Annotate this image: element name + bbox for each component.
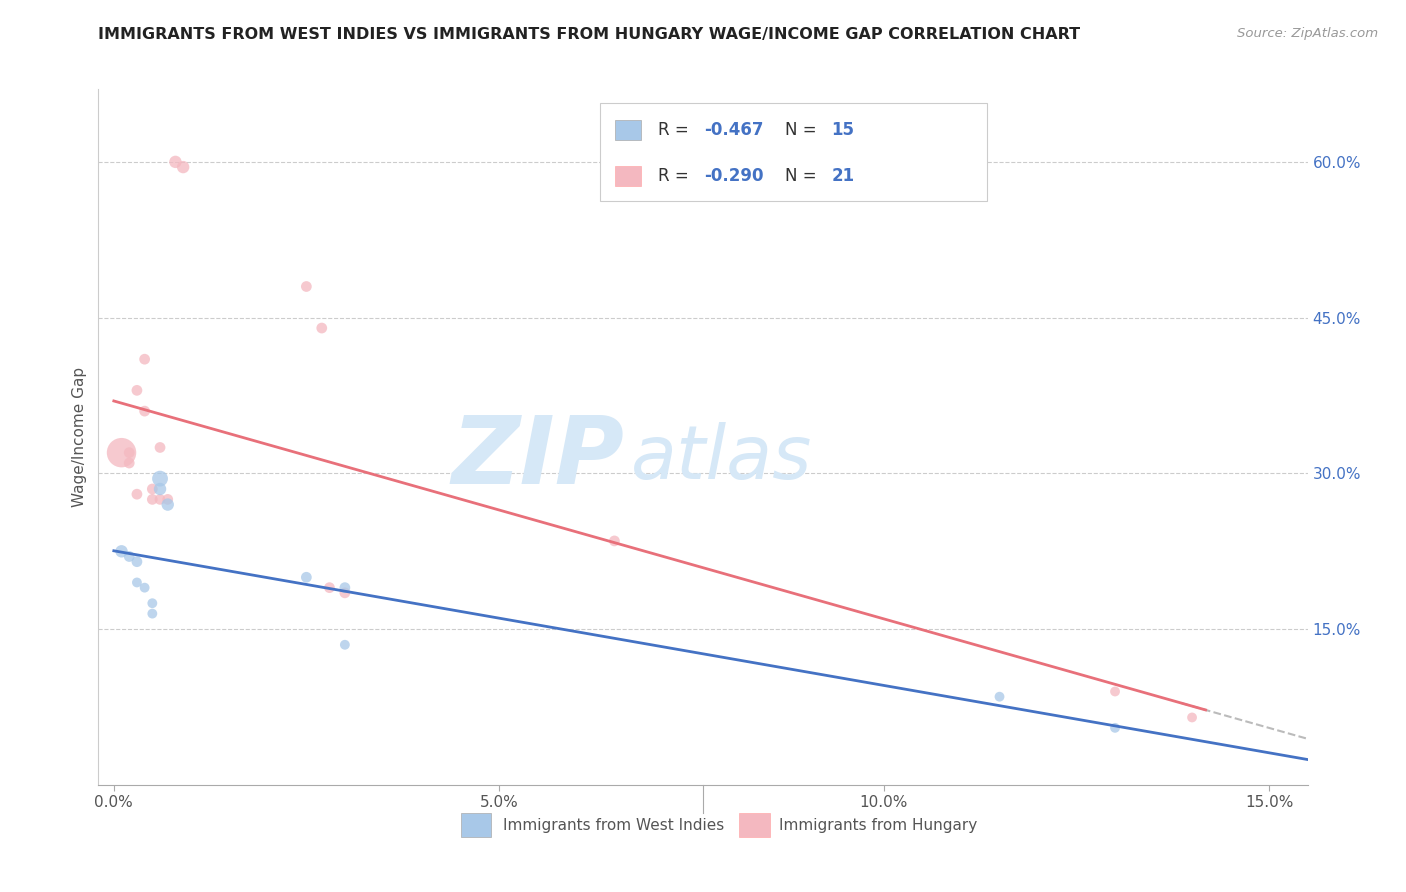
Point [110,445,132,459]
Text: N =: N = [785,121,823,139]
Point [118,549,141,564]
Point [149,472,172,486]
Point [318,581,340,595]
Point [1104,721,1126,735]
Text: 21: 21 [831,167,855,185]
Point [988,690,1011,704]
Bar [461,813,492,837]
Text: Immigrants from West Indies: Immigrants from West Indies [503,818,724,833]
Text: ZIP: ZIP [451,412,624,504]
Point [125,384,148,398]
Point [156,492,179,507]
Point [333,586,356,600]
Point [149,492,172,507]
Point [118,445,141,459]
Point [134,404,156,418]
Text: Source: ZipAtlas.com: Source: ZipAtlas.com [1237,27,1378,40]
Point [1104,684,1126,698]
Text: R =: R = [658,121,695,139]
Point [141,607,163,621]
Point [333,638,356,652]
Y-axis label: Wage/Income Gap: Wage/Income Gap [72,367,87,508]
Bar [740,813,769,837]
Bar [614,120,641,140]
FancyBboxPatch shape [600,103,987,201]
Text: IMMIGRANTS FROM WEST INDIES VS IMMIGRANTS FROM HUNGARY WAGE/INCOME GAP CORRELATI: IMMIGRANTS FROM WEST INDIES VS IMMIGRANT… [98,27,1081,42]
Point [125,555,148,569]
Point [156,498,179,512]
Bar [614,166,641,186]
Point [110,544,132,558]
Point [172,160,194,174]
Point [603,533,626,548]
Point [118,456,141,470]
Point [125,487,148,501]
Point [141,482,163,496]
Text: atlas: atlas [630,422,811,494]
Text: Immigrants from Hungary: Immigrants from Hungary [779,818,977,833]
Point [311,321,333,335]
Text: R =: R = [658,167,695,185]
Point [333,581,356,595]
Text: -0.467: -0.467 [704,121,763,139]
Point [295,570,318,584]
Point [125,575,148,590]
Text: 15: 15 [831,121,855,139]
Point [295,279,318,293]
Point [141,492,163,507]
Point [165,154,187,169]
Point [141,596,163,610]
Point [134,352,156,367]
Point [149,482,172,496]
Point [134,581,156,595]
Text: N =: N = [785,167,823,185]
Point [149,441,172,455]
Text: -0.290: -0.290 [704,167,763,185]
Point [1181,710,1204,724]
